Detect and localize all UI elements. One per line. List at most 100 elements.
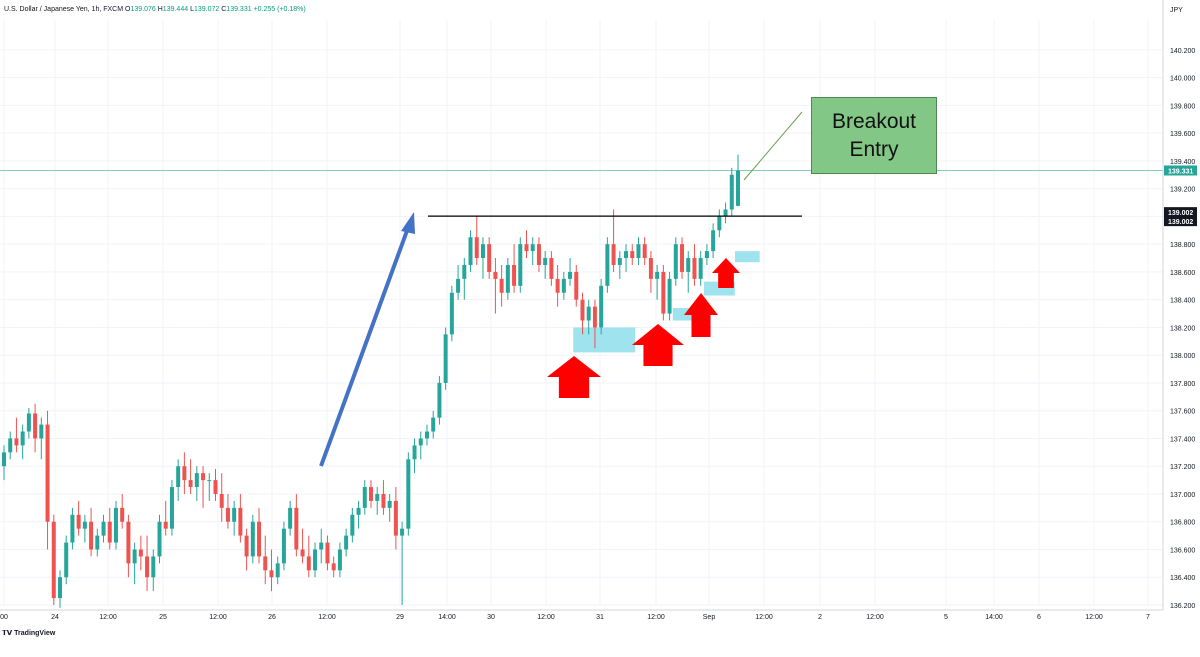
y-tick-label: 139.000 [1170, 214, 1195, 221]
candle-body [319, 542, 324, 550]
y-tick-label: 136.400 [1170, 575, 1195, 582]
candle-body [138, 549, 143, 557]
candle-body [704, 251, 709, 259]
x-tick-label: 14:00 [985, 614, 1003, 621]
x-tick-label: 12:00 [209, 614, 227, 621]
candle-body [219, 493, 224, 508]
candle-body [126, 521, 131, 564]
candle-body [275, 563, 280, 578]
candle-body [524, 244, 529, 252]
annotation-front-layer: 139.331 139.002 139.002 [319, 111, 1197, 467]
candle-body [736, 170, 740, 206]
y-tick-label: 138.800 [1170, 242, 1195, 249]
x-tick-label: 29 [396, 614, 404, 621]
candle-body [89, 521, 94, 550]
candle-body [132, 549, 137, 564]
candle-body [213, 480, 218, 494]
low-label: L [190, 6, 194, 13]
candle-body [586, 306, 591, 321]
x-tick-label: 25 [159, 614, 167, 621]
candle-body [487, 244, 492, 272]
candle-body [157, 521, 162, 557]
candle-body [530, 244, 535, 252]
candle-body [493, 271, 498, 279]
resistance-tag-bg [1164, 207, 1197, 218]
candle-body [400, 528, 405, 536]
x-tick-label: 31 [596, 614, 604, 621]
candle-body [655, 271, 660, 279]
candle-body [201, 473, 206, 481]
candle-body [512, 264, 517, 286]
candle-body [70, 514, 75, 543]
candle-body [337, 549, 342, 571]
candle-body [95, 535, 100, 550]
candle-body [281, 528, 286, 564]
resistance-tag-2-bg [1164, 216, 1197, 227]
y-tick-label: 138.000 [1170, 353, 1195, 360]
y-tick-label: 139.800 [1170, 103, 1195, 110]
candle-body [667, 278, 672, 314]
candle-body [686, 258, 691, 272]
candle-body [381, 493, 386, 508]
tradingview-logo[interactable]: 𝗧𝗩 TradingView [2, 629, 55, 637]
candle-body [244, 535, 249, 557]
candle-body [39, 424, 44, 439]
y-tick-label: 137.200 [1170, 464, 1195, 471]
candle-body [561, 278, 566, 293]
candle-body [238, 507, 243, 536]
candle-body [418, 438, 423, 446]
candle-body [474, 237, 479, 259]
candle-body [263, 556, 268, 571]
x-tick-label: 5 [944, 614, 948, 621]
candle-body [636, 244, 641, 259]
tradingview-logo-text: TradingView [14, 630, 56, 637]
open-label: O [125, 6, 131, 13]
candle-body [555, 278, 560, 293]
x-tick-label: 12:00 [318, 614, 336, 621]
candle-body [64, 542, 69, 578]
candle-body [14, 438, 19, 446]
callout-line-2: Entry [849, 137, 899, 161]
candle-body [729, 174, 734, 210]
candle-body [2, 452, 6, 467]
tradingview-logo-icon: 𝗧𝗩 [2, 630, 13, 637]
candles [2, 154, 740, 608]
y-tick-label: 139.400 [1170, 159, 1195, 166]
y-tick-label: 136.600 [1170, 547, 1195, 554]
y-tick-label: 139.600 [1170, 131, 1195, 138]
candle-body [617, 258, 622, 265]
candle-body [51, 521, 56, 599]
breakout-entry-callout: Breakout Entry [811, 97, 937, 174]
candle-body [101, 521, 106, 536]
high-label: H [157, 6, 163, 13]
candle-body [300, 549, 305, 557]
support-zone [573, 327, 636, 353]
x-tick-label: 12:00 [755, 614, 773, 621]
candle-body [207, 480, 212, 482]
candle-body [163, 521, 168, 529]
callout-line-1: Breakout [831, 109, 917, 133]
candle-body [599, 285, 604, 328]
candle-body [393, 500, 398, 536]
y-tick-label: 140.200 [1170, 48, 1195, 55]
candle-body [592, 306, 597, 328]
candle-body [505, 264, 510, 293]
candle-body [82, 521, 87, 529]
candle-body [306, 556, 311, 571]
x-tick-label: 12:00 [99, 614, 117, 621]
candle-body [449, 292, 454, 335]
candle-body [437, 382, 442, 418]
candle-body [462, 264, 467, 279]
y-tick-label: 138.200 [1170, 325, 1195, 332]
candle-body [406, 459, 411, 529]
candle-body [717, 216, 722, 231]
candle-body [113, 507, 118, 543]
candle-body [8, 438, 13, 453]
y-tick-label: 137.800 [1170, 381, 1195, 388]
trend-arrow-shaft [319, 227, 410, 467]
candle-body [648, 258, 653, 279]
support-zone [735, 251, 760, 263]
callout-connector [743, 111, 803, 181]
